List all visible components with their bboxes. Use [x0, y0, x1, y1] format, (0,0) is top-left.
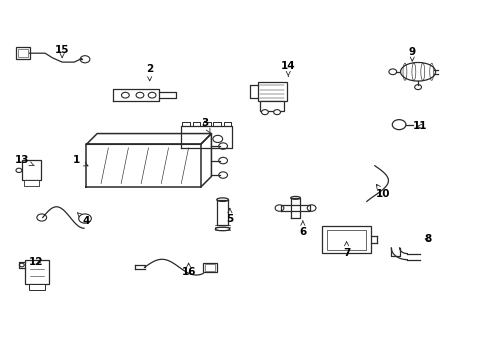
Circle shape — [136, 92, 143, 98]
Circle shape — [218, 143, 227, 149]
Circle shape — [388, 69, 396, 75]
Text: 11: 11 — [412, 121, 427, 131]
Text: 8: 8 — [424, 234, 431, 244]
Ellipse shape — [215, 227, 229, 231]
Text: 9: 9 — [408, 47, 415, 61]
Text: 5: 5 — [226, 208, 233, 224]
Bar — [24, 180, 39, 186]
Bar — [29, 284, 45, 290]
Circle shape — [273, 110, 280, 114]
Bar — [322, 226, 370, 253]
Circle shape — [275, 205, 284, 211]
Bar — [326, 230, 366, 249]
Ellipse shape — [216, 198, 228, 202]
Circle shape — [79, 214, 91, 223]
Circle shape — [414, 85, 421, 90]
Text: 4: 4 — [77, 213, 90, 226]
Bar — [16, 47, 30, 59]
Text: 12: 12 — [29, 257, 43, 267]
Text: 14: 14 — [281, 61, 295, 76]
Text: 3: 3 — [201, 118, 210, 133]
Circle shape — [121, 92, 129, 98]
Text: 15: 15 — [55, 45, 69, 58]
Circle shape — [212, 135, 222, 143]
Text: 6: 6 — [299, 221, 306, 237]
Bar — [203, 263, 216, 272]
Text: 16: 16 — [181, 263, 195, 277]
Bar — [257, 82, 286, 102]
Bar — [25, 260, 49, 284]
Circle shape — [80, 56, 90, 63]
Ellipse shape — [400, 63, 435, 81]
Ellipse shape — [290, 197, 300, 199]
Circle shape — [306, 205, 315, 211]
Text: 13: 13 — [15, 156, 34, 166]
Bar — [260, 102, 284, 111]
Circle shape — [218, 172, 227, 178]
Circle shape — [148, 92, 156, 98]
Text: 7: 7 — [342, 242, 349, 258]
Circle shape — [16, 168, 22, 172]
Bar — [204, 264, 215, 271]
Circle shape — [37, 214, 46, 221]
Bar — [18, 49, 28, 57]
Circle shape — [218, 157, 227, 164]
Circle shape — [261, 110, 268, 114]
Text: 2: 2 — [146, 64, 153, 81]
Circle shape — [391, 120, 405, 130]
Text: 1: 1 — [73, 156, 88, 166]
Text: 10: 10 — [375, 184, 389, 199]
Bar — [22, 160, 41, 180]
Circle shape — [20, 263, 24, 267]
